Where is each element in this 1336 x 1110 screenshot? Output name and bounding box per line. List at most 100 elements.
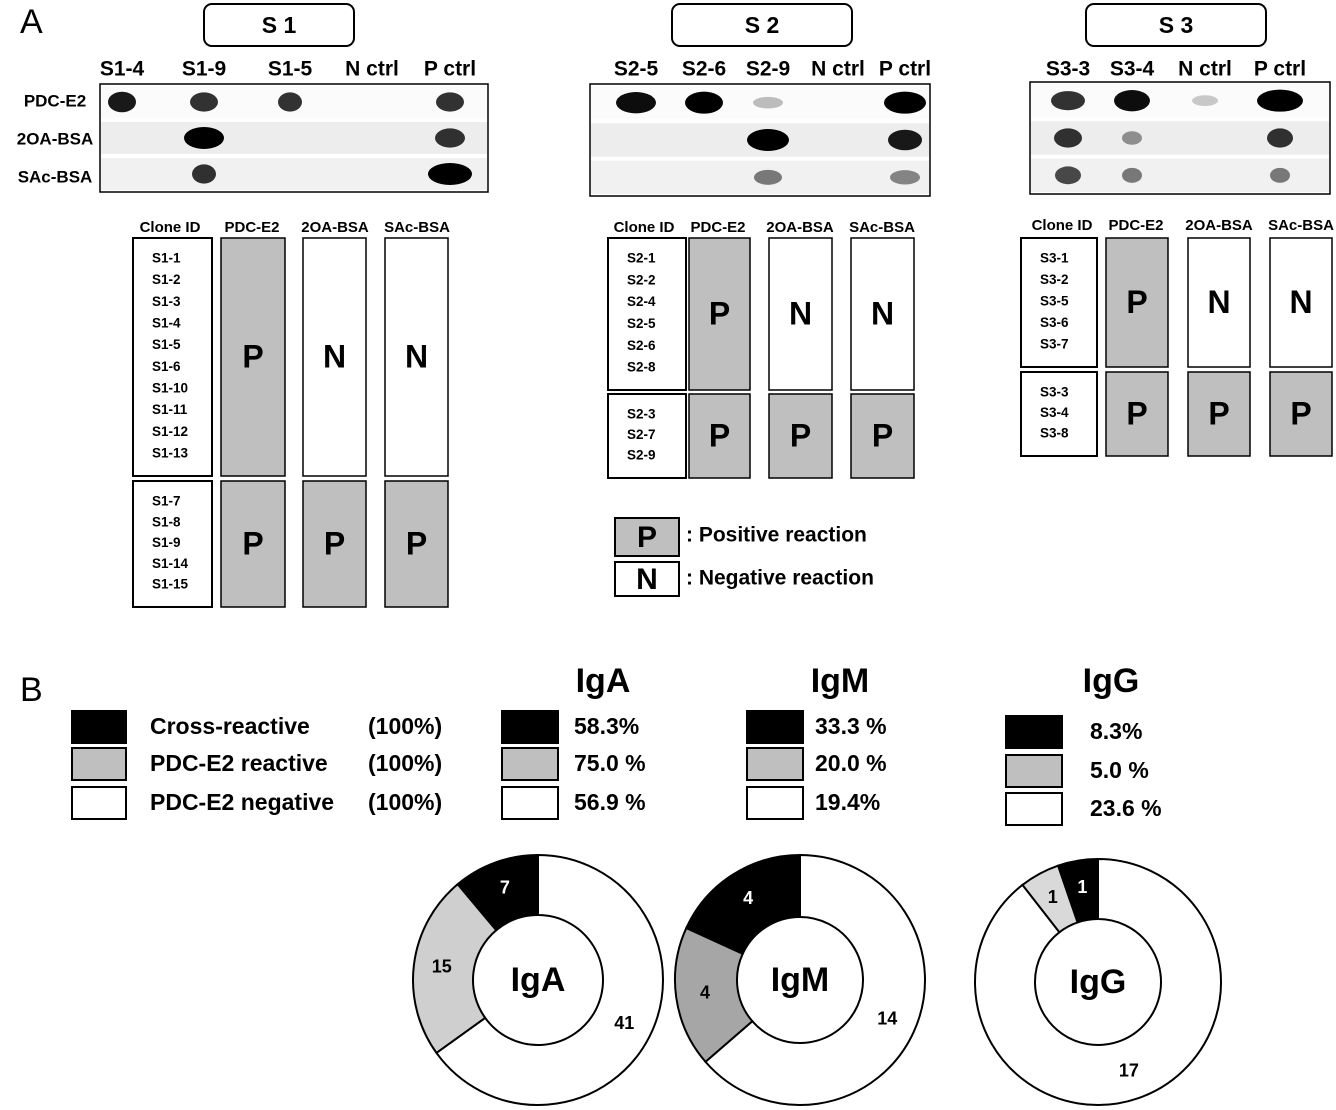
legend-text: : Positive reaction bbox=[686, 524, 867, 547]
donut-segment bbox=[412, 882, 498, 1055]
segment-label: 15 bbox=[432, 957, 452, 977]
result-cell bbox=[768, 237, 833, 391]
blot-band bbox=[884, 91, 926, 114]
result-cell bbox=[1187, 237, 1251, 368]
table-header: SAc-BSA bbox=[849, 219, 915, 236]
segment-label: 1 bbox=[1048, 887, 1058, 907]
result-cell bbox=[384, 237, 449, 477]
legend-swatch bbox=[1005, 792, 1063, 826]
clone-box bbox=[132, 480, 213, 608]
result-symbol: P bbox=[709, 295, 730, 331]
lane-label: N ctrl bbox=[811, 58, 865, 81]
clone-id: S3-4 bbox=[1040, 405, 1069, 420]
clone-id: S1-11 bbox=[152, 402, 188, 417]
lane-label: N ctrl bbox=[345, 58, 399, 81]
blot-band bbox=[1051, 91, 1085, 111]
blot-band bbox=[888, 129, 922, 151]
clone-id: S1-14 bbox=[152, 556, 189, 571]
clone-id: S2-4 bbox=[627, 294, 656, 309]
result-cell bbox=[1105, 237, 1169, 368]
clone-id: S2-9 bbox=[627, 448, 656, 463]
legend-swatch bbox=[501, 747, 559, 781]
group-pct: 5.0 % bbox=[1090, 757, 1149, 783]
blot-band bbox=[1270, 167, 1290, 183]
table-header: PDC-E2 bbox=[224, 219, 279, 236]
clone-id: S1-8 bbox=[152, 514, 181, 529]
segment-label: 41 bbox=[614, 1013, 634, 1033]
result-symbol: P bbox=[1126, 395, 1147, 431]
lane-label: S1-9 bbox=[182, 58, 226, 81]
clone-id: S2-2 bbox=[627, 272, 656, 287]
segment-label: 4 bbox=[743, 888, 753, 908]
blot-band bbox=[685, 91, 723, 114]
donut-center-label: IgG bbox=[1070, 963, 1127, 1001]
result-cell bbox=[688, 393, 751, 479]
blot-band bbox=[747, 129, 789, 151]
clone-id: S1-9 bbox=[152, 535, 181, 550]
table-header: Clone ID bbox=[614, 219, 675, 236]
table-header: Clone ID bbox=[140, 219, 201, 236]
lane-label: S1-5 bbox=[268, 58, 313, 81]
clone-id: S3-8 bbox=[1040, 426, 1069, 441]
panel-label: B bbox=[20, 671, 43, 709]
blot-band bbox=[754, 169, 782, 185]
lane-label: S1-4 bbox=[100, 58, 145, 81]
legend-swatch bbox=[1005, 715, 1063, 749]
blot-band bbox=[184, 127, 224, 149]
clone-id: S3-2 bbox=[1040, 272, 1069, 287]
result-cell bbox=[1187, 371, 1251, 457]
clone-box bbox=[607, 393, 687, 479]
table-header: 2OA-BSA bbox=[1185, 217, 1253, 234]
result-cell bbox=[1269, 237, 1333, 368]
group-pct: 20.0 % bbox=[815, 750, 887, 776]
result-cell bbox=[688, 237, 751, 391]
blot-band bbox=[435, 128, 465, 148]
legend-text: : Negative reaction bbox=[686, 567, 874, 590]
donut-segment bbox=[974, 857, 1222, 1106]
lane-label: S3-3 bbox=[1046, 58, 1090, 81]
table-header: SAc-BSA bbox=[384, 219, 450, 236]
clone-id: S3-7 bbox=[1040, 337, 1069, 352]
legend-swatch bbox=[1005, 754, 1063, 788]
blot-band bbox=[428, 163, 472, 185]
segment-label: 1 bbox=[1077, 877, 1087, 897]
legend-swatch bbox=[746, 786, 804, 820]
row-label: SAc-BSA bbox=[18, 167, 93, 186]
result-symbol: N bbox=[1207, 284, 1230, 320]
legend-swatch bbox=[746, 747, 804, 781]
legend-swatch bbox=[501, 786, 559, 820]
donut-segment bbox=[704, 853, 926, 1106]
clone-id: S2-5 bbox=[627, 316, 656, 331]
result-cell bbox=[768, 393, 833, 479]
legend-swatch bbox=[501, 710, 559, 744]
blot-band bbox=[1122, 131, 1142, 145]
row-label: PDC-E2 bbox=[24, 91, 86, 110]
lane-label: P ctrl bbox=[424, 58, 476, 81]
clone-id: S1-5 bbox=[152, 337, 181, 352]
legend-label: PDC-E2 reactive bbox=[150, 750, 328, 776]
lane-label: S3-4 bbox=[1110, 58, 1155, 81]
result-cell bbox=[302, 480, 367, 608]
clone-id: S2-8 bbox=[627, 360, 656, 375]
table-header: PDC-E2 bbox=[1108, 217, 1163, 234]
legend-symbol: N bbox=[636, 563, 658, 596]
clone-id: S2-1 bbox=[627, 251, 656, 266]
clone-id: S1-10 bbox=[152, 381, 188, 396]
table-header: SAc-BSA bbox=[1268, 217, 1334, 234]
result-symbol: N bbox=[405, 338, 428, 374]
result-symbol: P bbox=[324, 525, 345, 561]
section-box bbox=[203, 3, 355, 47]
clone-id: S1-1 bbox=[152, 251, 181, 266]
legend-swatch bbox=[71, 786, 127, 820]
legend-swatch bbox=[71, 710, 127, 744]
table-header: 2OA-BSA bbox=[766, 219, 834, 236]
group-pct: 19.4% bbox=[815, 789, 880, 815]
blot-band bbox=[1055, 166, 1081, 185]
legend-swatch bbox=[614, 561, 680, 597]
blot-band bbox=[108, 91, 136, 113]
lane-label: S2-6 bbox=[682, 58, 726, 81]
blot-strip bbox=[101, 122, 487, 154]
group-title: IgG bbox=[1083, 662, 1140, 700]
blot-band bbox=[753, 96, 783, 109]
